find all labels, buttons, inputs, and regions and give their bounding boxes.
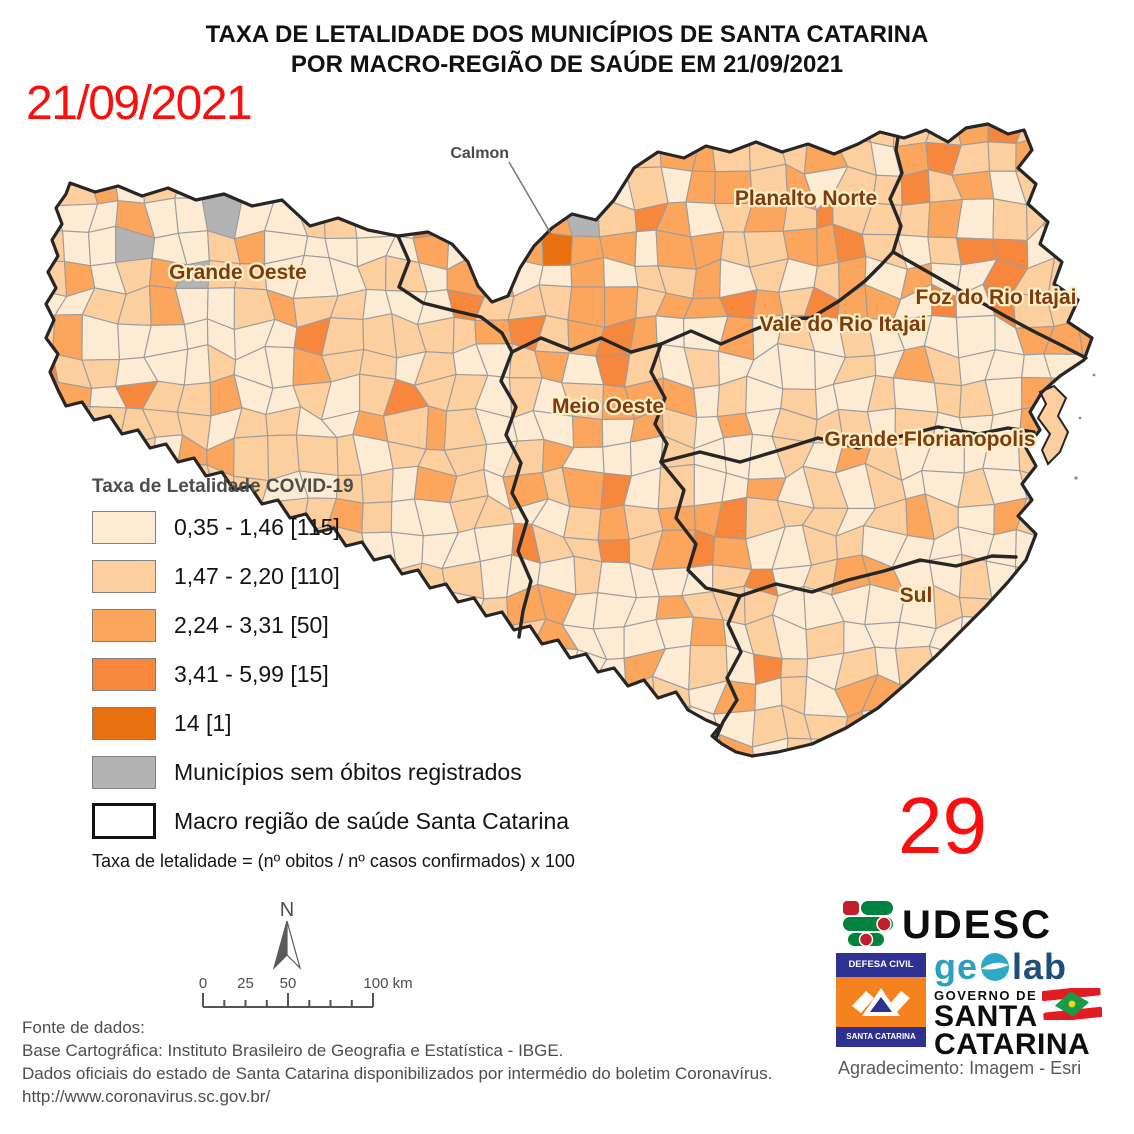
legend-label: 14 [1]	[174, 709, 232, 736]
region-label-meio-oeste: Meio Oeste	[552, 395, 664, 418]
callout-label: Calmon	[450, 145, 509, 162]
defesa-civil-emblem	[836, 977, 926, 1027]
legend-item: 0,35 - 1,46 [115]	[92, 508, 575, 546]
legend-item: 3,41 - 5,99 [15]	[92, 655, 575, 693]
callout-leader-line	[508, 161, 552, 235]
region-label-foz-do-rio-itajai: Foz do Rio Itajai	[916, 286, 1077, 309]
legend-item: 2,24 - 3,31 [50]	[92, 606, 575, 644]
data-source-line: Base Cartográfica: Instituto Brasileiro …	[22, 1041, 564, 1060]
data-source-line: Fonte de dados:	[22, 1018, 145, 1037]
sc-flag-icon	[1042, 988, 1102, 1020]
legend-label: Municípios sem óbitos registrados	[174, 758, 522, 785]
legend-swatch-class2	[92, 559, 156, 593]
governo-line2: SANTA	[934, 1000, 1038, 1033]
udesc-logo-text: UDESC	[902, 902, 1053, 947]
north-arrow-left-half	[272, 920, 288, 971]
florianopolis-island	[1036, 384, 1070, 466]
governo-line1: GOVERNO DE	[934, 988, 1038, 1003]
legend-swatch-class3	[92, 608, 156, 642]
geolab-logo: ge lab	[934, 946, 1067, 988]
legend-swatch-no-deaths	[92, 755, 156, 789]
defesa-civil-subtitle: SANTA CATARINA	[846, 1032, 916, 1041]
legend-item: 14 [1]	[92, 704, 575, 742]
scale-tick-50: 50	[280, 975, 297, 992]
region-label-planalto-norte: Planalto Norte	[735, 187, 877, 210]
legend-label: 0,35 - 1,46 [115]	[174, 513, 340, 540]
north-arrow: N	[272, 899, 302, 971]
legend-label: Macro região de saúde Santa Catarina	[174, 807, 570, 834]
macro-region-borders	[396, 135, 1088, 740]
governo-line3: CATARINA	[934, 1028, 1091, 1061]
geolab-text-ge: ge	[934, 946, 979, 987]
north-arrow-label: N	[280, 899, 294, 921]
count-annotation: 29	[898, 781, 987, 870]
defesa-civil-logo: DEFESA CIVIL SANTA CATARINA	[836, 953, 926, 1047]
legend-label: 3,41 - 5,99 [15]	[174, 660, 329, 687]
legend-swatch-macro-region	[92, 803, 156, 839]
legend-title: Taxa de Letalidade COVID-19	[92, 476, 354, 497]
region-label-grande-oeste: Grande Oeste	[169, 261, 307, 284]
legend-item: Macro região de saúde Santa Catarina	[92, 802, 575, 840]
defesa-civil-emblem-icon	[852, 988, 910, 1016]
governo-sc-logo: GOVERNO DE SANTA CATARINA	[934, 988, 1114, 1061]
north-arrow-right-half	[286, 920, 302, 971]
page-title-line1: TAXA DE LETALIDADE DOS MUNICÍPIOS DE SAN…	[205, 21, 929, 48]
calmon-callout: Calmon	[448, 143, 552, 235]
region-labels: Grande Oeste Planalto Norte Meio Oeste V…	[167, 185, 1079, 610]
legend-swatch-class4	[92, 657, 156, 691]
data-source: Fonte de dados: Base Cartográfica: Insti…	[22, 1016, 772, 1108]
date-annotation: 21/09/2021	[26, 77, 253, 130]
legend: Taxa de Letalidade COVID-19 0,35 - 1,46 …	[92, 476, 575, 872]
scale-tick-0: 0	[199, 975, 207, 992]
legend-swatch-class1	[92, 510, 156, 544]
page-title-line2: POR MACRO-REGIÃO DE SAÚDE EM 21/09/2021	[290, 51, 844, 78]
data-source-line: Dados oficiais do estado de Santa Catari…	[22, 1064, 773, 1083]
esri-acknowledgement: Agradecimento: Imagem - Esri	[838, 1058, 1082, 1078]
udesc-logo: UDESC	[842, 900, 1052, 950]
region-label-vale-do-rio-itajai: Vale do Rio Itajai	[760, 313, 927, 336]
geolab-swirl-icon	[981, 953, 1010, 981]
data-source-line: http://www.coronavirus.sc.gov.br/	[22, 1087, 271, 1106]
legend-swatch-class5	[92, 706, 156, 740]
page-title: TAXA DE LETALIDADE DOS MUNICÍPIOS DE SAN…	[0, 20, 1134, 80]
coastal-islets	[1074, 373, 1096, 480]
region-label-grande-florianopolis: Grande Florianopolis	[824, 428, 1035, 451]
legend-formula: Taxa de letalidade = (nº obitos / nº cas…	[92, 851, 575, 871]
legend-label: 2,24 - 3,31 [50]	[174, 611, 329, 638]
scale-tick-25: 25	[237, 975, 254, 992]
legend-label: 1,47 - 2,20 [110]	[174, 562, 340, 589]
scale-tick-100km: 100 km	[363, 975, 412, 992]
defesa-civil-title: DEFESA CIVIL	[848, 959, 914, 970]
geolab-text-lab: lab	[1012, 946, 1068, 987]
scale-bar: 0 25 50 100 km	[199, 975, 413, 1008]
legend-item: 1,47 - 2,20 [110]	[92, 557, 575, 595]
region-label-sul: Sul	[900, 584, 933, 607]
udesc-logo-icon	[843, 901, 893, 947]
legend-item: Municípios sem óbitos registrados	[92, 753, 575, 791]
